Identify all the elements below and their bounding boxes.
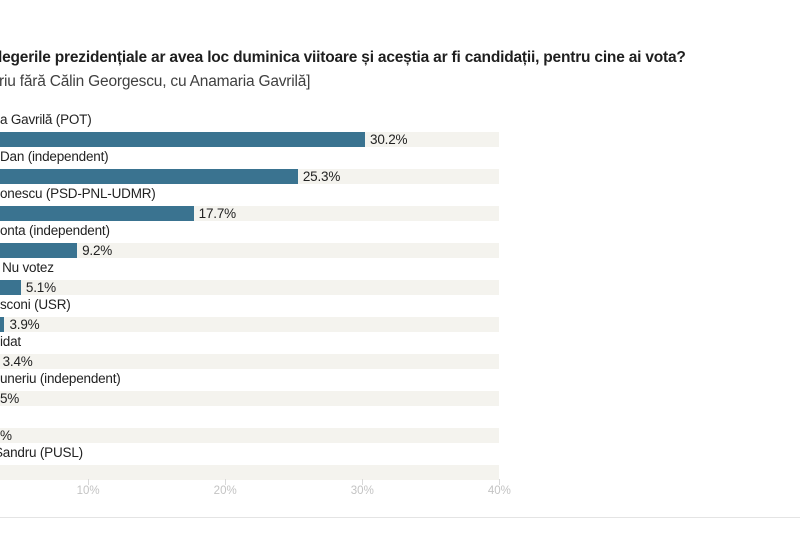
bar-track bbox=[0, 280, 500, 295]
axis-tick-label: 30% bbox=[350, 485, 374, 497]
bar bbox=[0, 280, 21, 295]
axis-tick-mark bbox=[88, 479, 90, 485]
bar bbox=[0, 169, 298, 184]
value-label: 5% bbox=[0, 391, 20, 406]
value-label: 3.9% bbox=[9, 317, 40, 332]
value-label: 5.1% bbox=[25, 280, 56, 295]
value-label: 3.4% bbox=[2, 354, 33, 369]
bar-track bbox=[0, 391, 500, 406]
category-label: sconi (USR) bbox=[0, 297, 71, 312]
category-label: uneriu (independent) bbox=[0, 371, 121, 386]
bar bbox=[0, 243, 78, 258]
bar-track bbox=[0, 354, 500, 369]
axis-tick-label: 10% bbox=[76, 485, 100, 497]
chart-subtitle: riu fără Călin Georgescu, cu Anamaria Ga… bbox=[0, 73, 311, 90]
axis-tick-label: 40% bbox=[487, 485, 511, 497]
category-label: Șandru (PUSL) bbox=[0, 445, 83, 460]
bar bbox=[0, 132, 366, 147]
bar bbox=[0, 206, 194, 221]
value-label: 17.7% bbox=[198, 206, 236, 221]
category-label: onta (independent) bbox=[0, 223, 110, 238]
axis-tick-mark bbox=[499, 479, 501, 485]
value-label: 9.2% bbox=[82, 243, 113, 258]
category-label: a Gavrilă (POT) bbox=[0, 112, 92, 127]
bar-track bbox=[0, 243, 500, 258]
bar bbox=[0, 317, 5, 332]
category-label: idat bbox=[0, 334, 21, 349]
category-label: onescu (PSD-PNL-UDMR) bbox=[0, 186, 156, 201]
category-label: Dan (independent) bbox=[0, 149, 109, 164]
bar-track bbox=[0, 428, 500, 443]
category-label: / Nu votez bbox=[0, 260, 54, 275]
bar-track bbox=[0, 465, 500, 480]
bar-track bbox=[0, 317, 500, 332]
value-label: % bbox=[0, 428, 12, 443]
value-label: 30.2% bbox=[370, 132, 408, 147]
axis-tick-mark bbox=[225, 479, 227, 485]
axis-tick-mark bbox=[362, 479, 364, 485]
bottom-divider-line bbox=[0, 517, 800, 518]
axis-tick-label: 20% bbox=[213, 485, 237, 497]
chart-title: legerile prezidențiale ar avea loc dumin… bbox=[0, 49, 686, 66]
value-label: 25.3% bbox=[302, 169, 341, 184]
